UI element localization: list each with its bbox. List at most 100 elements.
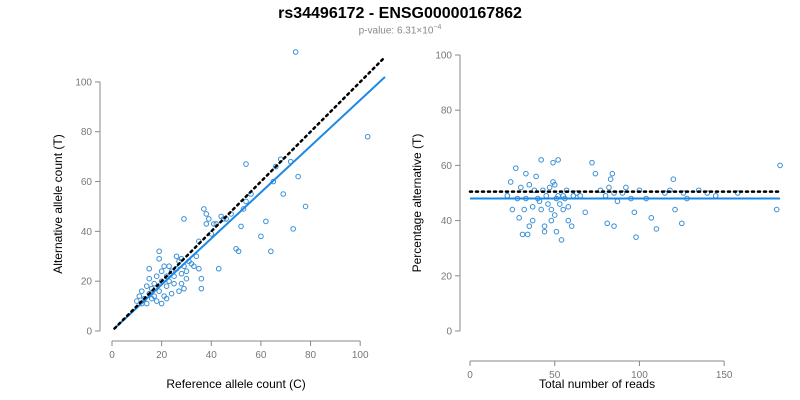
fit-line <box>113 76 386 330</box>
x-tick-label: 0 <box>467 370 473 381</box>
x-tick-label: 100 <box>631 370 648 381</box>
data-point <box>153 298 160 304</box>
data-point <box>607 176 614 182</box>
data-point <box>203 221 210 227</box>
data-point <box>198 285 205 292</box>
data-point <box>712 192 719 199</box>
y-tick-label: 60 <box>441 161 453 172</box>
data-point <box>777 162 783 169</box>
p-value-exponent: −4 <box>433 24 442 31</box>
data-point <box>555 157 561 163</box>
data-point <box>146 265 153 272</box>
data-point <box>203 211 210 217</box>
data-point <box>662 190 668 196</box>
data-point <box>541 228 548 235</box>
plot-1: 0 20 40 60 80 100 0 20 40 60 80 100 Reference allele… <box>51 49 387 391</box>
data-point <box>191 263 197 270</box>
data-point <box>143 300 150 307</box>
data-point <box>163 273 170 280</box>
y-tick-label: 40 <box>81 227 93 238</box>
data-point <box>504 192 511 199</box>
data-point <box>364 133 371 140</box>
data-point <box>215 265 222 272</box>
data-point <box>507 179 514 185</box>
y-tick-label: 20 <box>441 271 453 282</box>
x-tick-label: 40 <box>206 350 218 361</box>
data-point <box>531 187 538 194</box>
data-point <box>614 198 621 205</box>
data-point <box>156 288 162 294</box>
data-point <box>523 170 529 177</box>
data-point <box>183 268 190 275</box>
x-axis-label: Reference allele count (C) <box>166 377 305 391</box>
data-point <box>136 293 143 299</box>
data-point <box>680 190 687 196</box>
data-point <box>198 275 205 282</box>
data-point <box>183 275 190 282</box>
data-point <box>238 223 244 230</box>
data-point <box>560 206 566 213</box>
x-tick-label: 80 <box>305 350 317 361</box>
y-tick-label: 0 <box>86 327 92 338</box>
x-axis-label: Total number of reads <box>539 377 655 391</box>
data-point <box>602 192 609 199</box>
data-point <box>521 206 528 213</box>
data-point <box>201 206 207 212</box>
data-point <box>258 233 264 240</box>
x-tick-label: 0 <box>109 350 115 361</box>
data-point <box>773 206 780 213</box>
data-point <box>672 206 678 213</box>
data-point <box>526 181 533 188</box>
data-point <box>176 288 182 294</box>
y-tick-label: 80 <box>81 127 93 138</box>
y-tick-label: 100 <box>75 77 92 88</box>
reference-line <box>113 55 387 330</box>
data-point <box>166 263 172 270</box>
data-point <box>292 49 299 55</box>
data-point <box>295 173 301 180</box>
data-point <box>181 285 187 292</box>
data-point <box>168 290 175 297</box>
data-point <box>577 192 583 199</box>
data-point <box>509 206 516 213</box>
y-tick-label: 100 <box>435 51 452 62</box>
data-point <box>243 198 249 205</box>
y-tick-label: 60 <box>81 177 93 188</box>
data-point <box>653 226 660 232</box>
data-point <box>545 201 551 207</box>
data-point <box>670 176 677 182</box>
data-point <box>524 231 531 238</box>
data-point <box>548 217 555 224</box>
y-tick-label: 80 <box>441 106 453 117</box>
x-tick-label: 60 <box>255 350 267 361</box>
data-point <box>623 184 629 191</box>
data-point <box>543 192 550 199</box>
x-tick-label: 100 <box>352 350 369 361</box>
data-point <box>302 203 309 210</box>
data-point <box>181 216 187 222</box>
data-point <box>529 204 536 210</box>
data-point <box>550 179 556 185</box>
data-point <box>633 234 639 240</box>
data-point <box>648 215 655 221</box>
data-point <box>138 288 145 294</box>
data-point <box>171 280 177 287</box>
data-point <box>557 201 563 207</box>
data-point <box>273 163 279 170</box>
data-point <box>280 191 287 197</box>
data-point <box>158 268 165 275</box>
data-point <box>538 157 544 163</box>
data-point <box>631 209 638 216</box>
data-point <box>558 237 565 243</box>
data-point <box>163 295 170 302</box>
y-axis-label: Alternative allele count (T) <box>51 134 65 273</box>
data-point <box>519 231 526 238</box>
data-point <box>597 187 604 194</box>
data-point <box>178 280 185 287</box>
data-point <box>573 190 580 196</box>
data-point <box>565 204 572 210</box>
data-point <box>582 209 589 216</box>
data-point <box>290 226 296 232</box>
x-tick-label: 50 <box>549 370 561 381</box>
